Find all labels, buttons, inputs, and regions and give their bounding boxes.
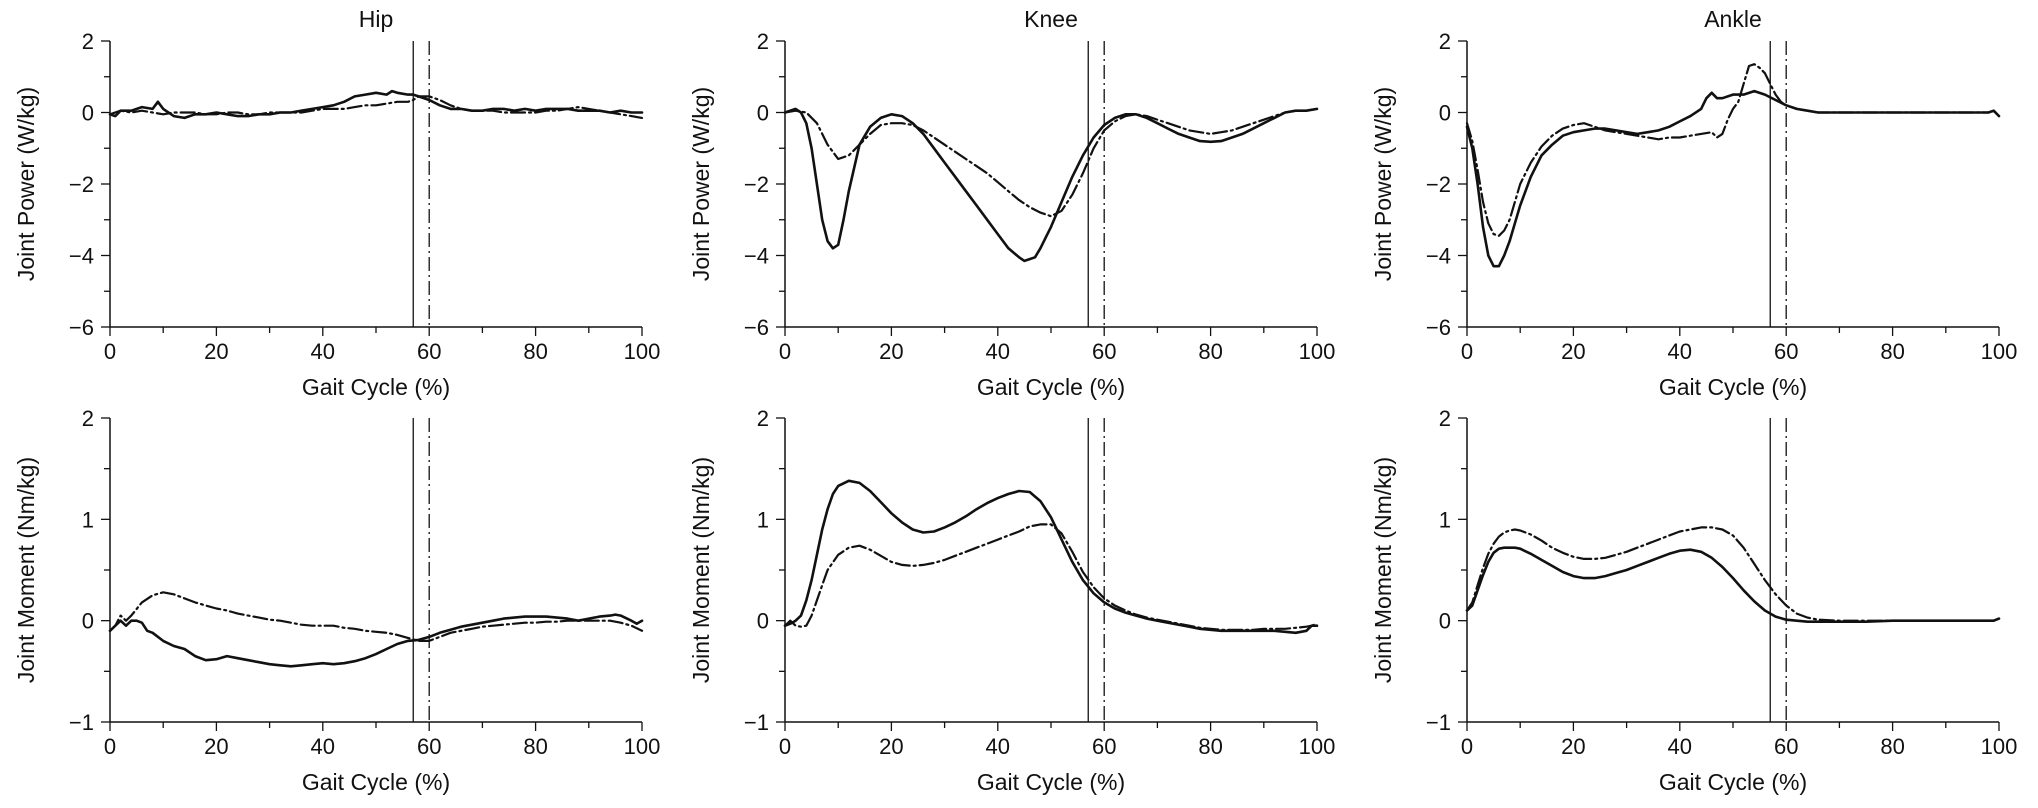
x-axis-label: Gait Cycle (%): [302, 374, 450, 400]
x-tick-label: 60: [1774, 734, 1798, 759]
series-line-solid: [783, 107, 1319, 263]
y-tick-label: 1: [757, 507, 769, 532]
y-axis-label: Joint Moment (Nm/kg): [688, 457, 714, 683]
y-tick-label: −6: [744, 315, 769, 340]
y-tick-label: −4: [744, 244, 769, 269]
x-tick-label: 100: [1981, 339, 2018, 364]
y-tick-label: 2: [82, 406, 94, 431]
x-tick-label: 80: [1198, 339, 1222, 364]
chart-title: Ankle: [1704, 6, 1762, 32]
series-line-dashdot: [783, 107, 1319, 218]
y-tick-label: −1: [69, 710, 94, 735]
x-tick-label: 40: [986, 339, 1010, 364]
x-tick-label: 20: [1561, 339, 1585, 364]
chart-title: Knee: [1024, 6, 1078, 32]
chart-title: Hip: [359, 6, 394, 32]
y-tick-label: −6: [1426, 315, 1451, 340]
y-tick-label: 0: [82, 101, 94, 126]
y-axis-label: Joint Power (W/kg): [688, 87, 714, 281]
x-axis-label: Gait Cycle (%): [977, 769, 1125, 795]
x-tick-label: 100: [624, 339, 661, 364]
x-tick-label: 40: [1668, 734, 1692, 759]
series-line-dashdot: [1465, 63, 2001, 237]
y-tick-label: 2: [757, 406, 769, 431]
y-tick-label: 0: [757, 101, 769, 126]
y-tick-label: −2: [744, 172, 769, 197]
y-axis-label: Joint Moment (Nm/kg): [13, 457, 39, 683]
y-tick-label: −4: [69, 244, 94, 269]
x-tick-label: 40: [311, 339, 335, 364]
x-tick-label: 60: [417, 339, 441, 364]
x-tick-label: 100: [1299, 339, 1336, 364]
y-tick-label: −1: [744, 710, 769, 735]
x-tick-label: 100: [624, 734, 661, 759]
y-tick-label: −6: [69, 315, 94, 340]
x-tick-label: 80: [1198, 734, 1222, 759]
x-tick-label: 20: [204, 339, 228, 364]
x-tick-label: 40: [986, 734, 1010, 759]
x-tick-label: 60: [1092, 339, 1116, 364]
x-tick-label: 20: [879, 339, 903, 364]
y-tick-label: 2: [757, 29, 769, 54]
y-tick-label: 2: [82, 29, 94, 54]
x-axis-label: Gait Cycle (%): [302, 769, 450, 795]
x-tick-label: 100: [1299, 734, 1336, 759]
y-tick-label: 0: [1439, 101, 1451, 126]
x-tick-label: 0: [1461, 734, 1473, 759]
y-axis-label: Joint Power (W/kg): [1370, 87, 1396, 281]
series-line-dashdot: [108, 95, 644, 120]
y-tick-label: 1: [82, 507, 94, 532]
x-tick-label: 100: [1981, 734, 2018, 759]
series-line-dashdot: [783, 523, 1319, 631]
x-tick-label: 80: [523, 339, 547, 364]
y-tick-label: −2: [1426, 172, 1451, 197]
x-tick-label: 60: [1774, 339, 1798, 364]
y-tick-label: 0: [1439, 609, 1451, 634]
x-tick-label: 40: [1668, 339, 1692, 364]
y-tick-label: −1: [1426, 710, 1451, 735]
x-tick-label: 80: [1880, 339, 1904, 364]
y-tick-label: 2: [1439, 406, 1451, 431]
x-tick-label: 60: [1092, 734, 1116, 759]
y-tick-label: −2: [69, 172, 94, 197]
series-line-solid: [108, 89, 644, 120]
series-line-dashdot: [1465, 526, 2001, 622]
y-tick-label: 0: [757, 609, 769, 634]
x-tick-label: 20: [879, 734, 903, 759]
x-tick-label: 0: [779, 734, 791, 759]
x-tick-label: 0: [779, 339, 791, 364]
x-tick-label: 0: [104, 734, 116, 759]
y-axis-label: Joint Moment (Nm/kg): [1370, 457, 1396, 683]
x-axis-label: Gait Cycle (%): [1659, 769, 1807, 795]
series-line-solid: [108, 613, 644, 668]
y-axis-label: Joint Power (W/kg): [13, 87, 39, 281]
y-tick-label: 2: [1439, 29, 1451, 54]
x-tick-label: 20: [204, 734, 228, 759]
y-tick-label: 0: [82, 609, 94, 634]
x-tick-label: 80: [523, 734, 547, 759]
y-tick-label: 1: [1439, 507, 1451, 532]
x-tick-label: 0: [104, 339, 116, 364]
x-tick-label: 60: [417, 734, 441, 759]
series-line-dashdot: [108, 591, 644, 643]
y-tick-label: −4: [1426, 244, 1451, 269]
x-axis-label: Gait Cycle (%): [1659, 374, 1807, 400]
x-tick-label: 40: [311, 734, 335, 759]
x-axis-label: Gait Cycle (%): [977, 374, 1125, 400]
x-tick-label: 80: [1880, 734, 1904, 759]
x-tick-label: 20: [1561, 734, 1585, 759]
x-tick-label: 0: [1461, 339, 1473, 364]
